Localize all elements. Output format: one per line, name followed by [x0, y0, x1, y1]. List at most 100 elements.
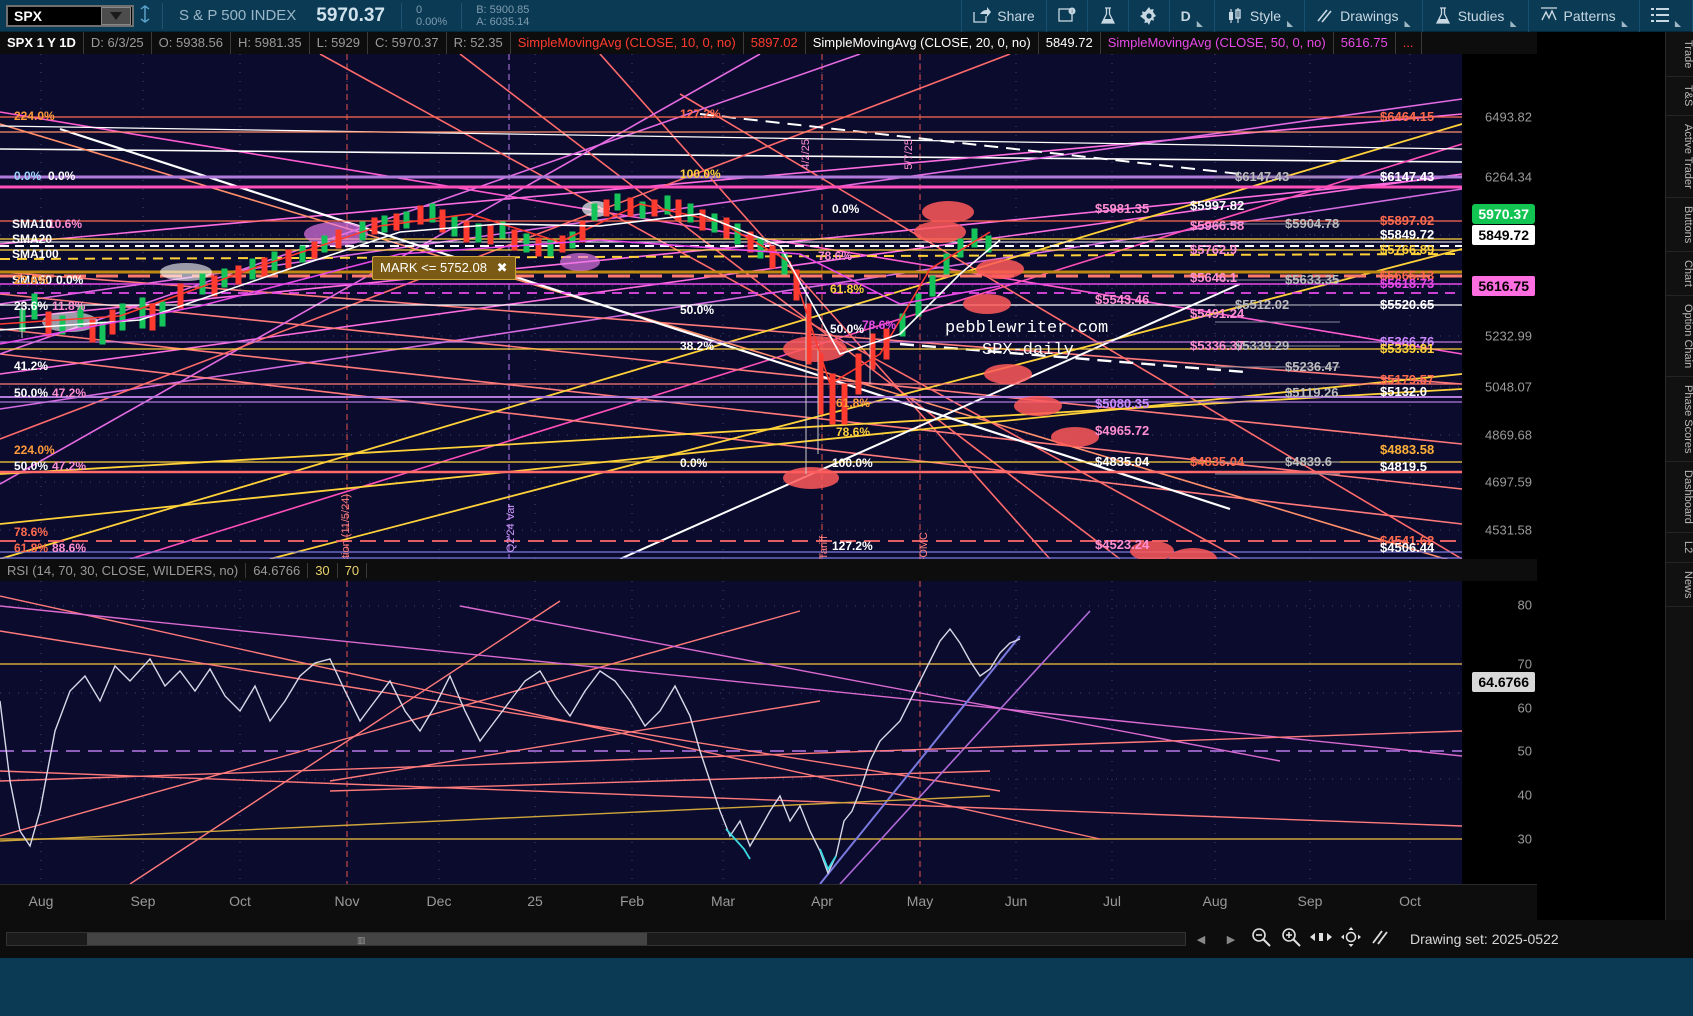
fib-level-label: 78.6% [14, 525, 49, 539]
date-axis-tick: 25 [527, 893, 543, 909]
scrollbar-thumb[interactable] [87, 933, 647, 945]
study-sma20-name[interactable]: SimpleMovingAvg (CLOSE, 20, 0, no) [806, 32, 1039, 54]
zoom-in-button[interactable] [1276, 927, 1306, 952]
price-level-label: $6464.15 [1380, 109, 1435, 124]
price-pill[interactable]: 5970.37 [1472, 204, 1535, 224]
price-level-label: $5366.76 [1380, 334, 1435, 349]
price-level-label: $5981.35 [1095, 201, 1150, 216]
note-info-button[interactable]: i [1045, 0, 1087, 32]
studies-button[interactable]: Studies ◣ [1421, 0, 1528, 32]
fib-level-label: 0.0% [56, 273, 84, 287]
scroll-right-icon[interactable]: ▶ [1226, 933, 1236, 946]
price-level-label: $5491.24 [1190, 306, 1245, 321]
rsi-axis-tick: 50 [1517, 743, 1532, 759]
chevron-down-icon: ◣ [1196, 18, 1203, 28]
price-level-label: $6147.43 [1380, 169, 1435, 184]
top-toolbar: SPX S & P 500 INDEX 5970.37 0 0.00% B: 5… [0, 0, 1693, 32]
rail-item-phase-scores[interactable]: Phase Scores [1666, 377, 1693, 463]
crosshair-button[interactable] [1336, 926, 1366, 952]
ohlc-range: R: 52.35 [447, 32, 511, 54]
scroll-left-icon[interactable]: ◀ [1196, 933, 1206, 946]
rail-item-l2[interactable]: L2 [1666, 533, 1693, 563]
rail-item-active-trader[interactable]: Active Trader [1666, 116, 1693, 198]
event-marker-label: Tariff [818, 536, 830, 559]
rail-item-option-chain[interactable]: Option Chain [1666, 296, 1693, 377]
price-level-label: $4835.04 [1095, 454, 1150, 469]
date-axis-tick: Dec [426, 893, 452, 909]
drawings-label: Drawings [1340, 7, 1399, 24]
rsi-study-label[interactable]: RSI (14, 70, 30, CLOSE, WILDERS, no) [0, 562, 247, 578]
price-plot-area[interactable]: 224.0% 127.2% 0.0% 0.0% 100.0% 10.6% 0.0% SMA10… [0, 54, 1462, 559]
rsi-value: 64.6766 [246, 562, 309, 578]
patterns-button[interactable]: Patterns ◣ [1527, 0, 1639, 32]
ask-value: A: 6035.14 [476, 15, 530, 28]
price-chart[interactable]: 224.0% 127.2% 0.0% 0.0% 100.0% 10.6% 0.0% SMA10… [0, 54, 1537, 559]
price-level-label: $4523.24 [1095, 537, 1150, 552]
fib-level-label: 41.2% [14, 359, 49, 373]
price-level-label: $5897.02 [1380, 213, 1435, 228]
chevron-down-icon[interactable] [101, 6, 131, 25]
price-level-label: $4541.62 [1380, 533, 1435, 548]
rsi-axis[interactable]: 80 70 60 50 40 30 64.6766 [1462, 581, 1537, 884]
link-symbol-icon[interactable] [134, 4, 156, 27]
price-level-label: $5236.47 [1285, 359, 1340, 374]
fib-level-label: 88.6% [52, 541, 87, 555]
timeframe-label: D [1180, 7, 1191, 24]
share-button[interactable]: Share [961, 0, 1045, 32]
price-axis[interactable]: 6493.826264.346042.965424.695232.995048.… [1462, 54, 1537, 559]
drawings-button-bottom[interactable] [1366, 928, 1396, 951]
study-sma10-name[interactable]: SimpleMovingAvg (CLOSE, 10, 0, no) [511, 32, 744, 54]
mark-alert-box[interactable]: MARK <= 5752.08 ✖ [372, 256, 516, 280]
rail-item-trade[interactable]: Trade [1666, 32, 1693, 78]
rsi-axis-tick: 30 [1517, 831, 1532, 847]
rsi-value-pill[interactable]: 64.6766 [1472, 672, 1535, 692]
symbol-input[interactable]: SPX [6, 4, 134, 27]
studies-label: Studies [1457, 7, 1505, 24]
scroll-arrows[interactable]: ◀ ▶ [1186, 933, 1246, 946]
rail-item-chart[interactable]: Chart [1666, 252, 1693, 296]
price-level-label: $5339.29 [1235, 338, 1290, 353]
price-pill[interactable]: 5849.72 [1472, 225, 1535, 245]
studies-flask-button[interactable] [1086, 0, 1128, 32]
drawings-button[interactable]: Drawings ◣ [1304, 0, 1422, 32]
rail-item-dashboard[interactable]: Dashboard [1666, 462, 1693, 534]
rail-item-news[interactable]: News [1666, 563, 1693, 608]
date-axis-tick: May [906, 893, 934, 909]
candles-icon [1226, 7, 1244, 25]
close-icon[interactable]: ✖ [496, 260, 508, 275]
bid-ask: B: 5900.85 A: 6035.14 [468, 4, 537, 28]
timeframe-button[interactable]: D ◣ [1168, 0, 1214, 32]
price-level-label: $5997.82 [1190, 198, 1245, 213]
studies-overflow[interactable]: ... [1396, 32, 1422, 54]
date-axis-tick: Apr [811, 893, 833, 909]
price-level-label: $5766.89 [1380, 242, 1435, 257]
zoom-out-button[interactable] [1246, 927, 1276, 952]
study-sma20-value: 5849.72 [1039, 32, 1101, 54]
divider [162, 2, 163, 29]
price-pill[interactable]: 5616.75 [1472, 276, 1535, 296]
fib-level-label: 127.2% [832, 539, 873, 553]
right-tool-rail[interactable]: Trade T&S Active Trader Buttons Chart Option … [1665, 32, 1693, 984]
ohlc-high: H: 5981.35 [231, 32, 310, 54]
price-axis-tick: 5232.99 [1485, 328, 1532, 344]
price-axis-tick: 4869.68 [1485, 427, 1532, 443]
scrollbar-grip: ▥ [357, 935, 367, 945]
price-level-label: $4965.72 [1095, 423, 1150, 438]
patterns-label: Patterns [1563, 7, 1616, 24]
study-sma50-name[interactable]: SimpleMovingAvg (CLOSE, 50, 0, no) [1101, 32, 1334, 54]
date-axis[interactable]: Aug Sep Oct Nov Dec 25 Feb Mar Apr May Jun Jul Aug Se… [0, 884, 1537, 920]
fib-level-label: 78.6% [862, 318, 897, 332]
drawing-set-label[interactable]: Drawing set: 2025-0522 [1410, 931, 1559, 947]
last-price: 5970.37 [316, 4, 385, 26]
fib-level-label: 11.8% [52, 299, 86, 313]
settings-button[interactable] [1127, 0, 1169, 32]
fit-width-button[interactable] [1306, 929, 1336, 950]
rsi-plot-area[interactable] [0, 581, 1462, 884]
rail-item-buttons[interactable]: Buttons [1666, 198, 1693, 252]
horizontal-scrollbar[interactable]: ▥ [6, 932, 1186, 946]
menu-button[interactable]: ◣ [1638, 0, 1693, 32]
rail-item-t-s[interactable]: T&S [1666, 77, 1693, 116]
rsi-chart[interactable]: 80 70 60 50 40 30 64.6766 [0, 581, 1537, 884]
date-axis-tick: Feb [619, 893, 645, 909]
style-button[interactable]: Style ◣ [1213, 0, 1304, 32]
